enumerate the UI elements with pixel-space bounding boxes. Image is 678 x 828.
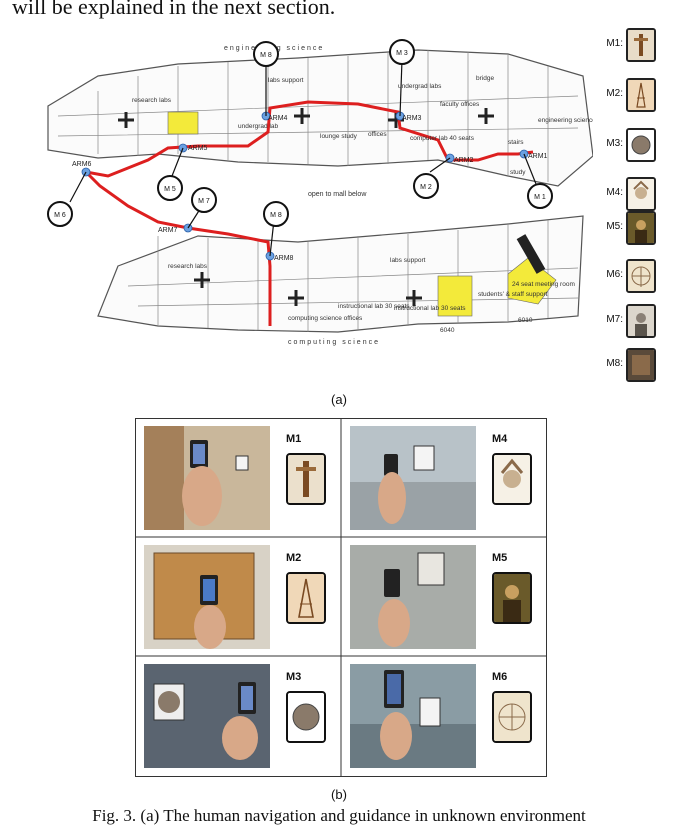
caption-a: (a) xyxy=(331,392,347,407)
chief-portrait-icon xyxy=(626,177,656,211)
room-label: students' & staff support xyxy=(478,291,548,298)
eiffel-tower-icon xyxy=(286,572,326,624)
grid-cell-m1: M1 xyxy=(136,419,340,537)
room-label: engineering science offices xyxy=(538,117,593,124)
grid-lines xyxy=(136,419,546,776)
map-label: study xyxy=(510,169,526,176)
legend-item: M7: xyxy=(597,304,663,338)
photo-m6 xyxy=(350,664,476,768)
marker-label: M 1 xyxy=(534,194,546,201)
map-label: stairs xyxy=(508,139,524,146)
grid-cell-m4: M4 xyxy=(342,419,546,537)
legend-label: M2: xyxy=(606,88,623,99)
room-label: 6040 xyxy=(440,327,455,334)
room-label: lounge study xyxy=(320,133,358,140)
photo-m4 xyxy=(350,426,476,530)
room-label: undergrad labs xyxy=(398,83,442,90)
room-label: faculty offices xyxy=(440,101,480,108)
grid-cell-m6: M6 xyxy=(342,657,546,775)
figure-caption: Fig. 3. (a) The human navigation and gui… xyxy=(92,806,586,825)
marker-label: M 3 xyxy=(396,50,408,57)
room-label: computer lab 40 seats xyxy=(410,135,475,142)
legend-item: M5: xyxy=(597,211,663,245)
vitruvian-man-icon xyxy=(492,691,532,743)
room-label: labs support xyxy=(268,77,304,84)
arm-label: ARM8 xyxy=(274,255,294,262)
legend-item: M1: xyxy=(597,28,663,62)
legend-label: M4: xyxy=(606,187,623,198)
room-label: 6010 xyxy=(518,317,533,324)
coin-icon xyxy=(626,128,656,162)
room-label: instructional lab 30 seats xyxy=(394,305,466,312)
room-label: undergrad lab xyxy=(238,123,278,130)
room-label: research labs xyxy=(168,263,208,270)
legend-item: M4: xyxy=(597,177,663,211)
legend-label: M8: xyxy=(606,358,623,369)
cell-label: M5 xyxy=(492,552,508,564)
map-label: bridge xyxy=(476,75,494,82)
room-label: offices xyxy=(368,131,387,138)
grid-cell-m2: M2 xyxy=(136,538,340,656)
photo-m1 xyxy=(144,426,270,530)
legend-label: M3: xyxy=(606,138,623,149)
marker-label: M 8 xyxy=(270,212,282,219)
chief-portrait-icon xyxy=(492,453,532,505)
legend-item: M6: xyxy=(597,259,663,293)
arm-label: ARM6 xyxy=(72,161,92,168)
arm-label: ARM4 xyxy=(268,115,288,122)
legend-item: M2: xyxy=(597,78,663,112)
room-label: research labs xyxy=(132,97,172,104)
arm-label: ARM1 xyxy=(528,153,548,160)
arm-label: ARM3 xyxy=(402,115,422,122)
room-label: 24 seat meeting room xyxy=(512,281,575,288)
cell-label: M6 xyxy=(492,671,508,683)
street-label: computing science xyxy=(288,339,380,346)
totem-icon xyxy=(626,28,656,62)
photo-grid: M1 M4 M2 M5 xyxy=(135,418,547,777)
arm-label: ARM7 xyxy=(158,227,178,234)
room-label: labs support xyxy=(390,257,426,264)
marker-label: M 2 xyxy=(420,184,432,191)
cell-label: M1 xyxy=(286,433,302,445)
legend-label: M6: xyxy=(606,269,623,280)
grid-cell-m5: M5 xyxy=(342,538,546,656)
mona-lisa-icon xyxy=(492,572,532,624)
totem-icon xyxy=(286,453,326,505)
legend-label: M7: xyxy=(606,314,623,325)
body-text-line: will be explained in the next section. xyxy=(12,0,336,19)
cell-label: M2 xyxy=(286,552,302,564)
portrait-icon xyxy=(626,304,656,338)
arm-label: ARM2 xyxy=(454,157,474,164)
legend-item: M8: xyxy=(597,348,663,382)
legend-item: M3: xyxy=(597,128,663,162)
photo-m5 xyxy=(350,545,476,649)
map-label: open to mall below xyxy=(308,191,367,198)
legend-label: M1: xyxy=(606,38,623,49)
room-label: computing science offices xyxy=(288,315,363,322)
photo-m3 xyxy=(144,664,270,768)
grid-cell-m3: M3 xyxy=(136,657,340,775)
legend-label: M5: xyxy=(606,221,623,232)
painting-icon xyxy=(626,348,656,382)
marker-label: M 7 xyxy=(198,198,210,205)
eiffel-tower-icon xyxy=(626,78,656,112)
cell-label: M3 xyxy=(286,671,302,683)
arm-label: ARM5 xyxy=(188,145,208,152)
floor-map: ARM6 ARM5 ARM4 ARM3 ARM2 ARM1 ARM7 ARM8 … xyxy=(47,39,593,346)
caption-b: (b) xyxy=(331,787,347,802)
coin-icon xyxy=(286,691,326,743)
marker-label: M 6 xyxy=(54,212,66,219)
room-label: instructional lab 30 seats xyxy=(338,303,410,310)
mona-lisa-icon xyxy=(626,211,656,245)
photo-m2 xyxy=(144,545,270,649)
vitruvian-man-icon xyxy=(626,259,656,293)
marker-label: M 8 xyxy=(260,52,272,59)
marker-label: M 5 xyxy=(164,186,176,193)
cell-label: M4 xyxy=(492,433,508,445)
